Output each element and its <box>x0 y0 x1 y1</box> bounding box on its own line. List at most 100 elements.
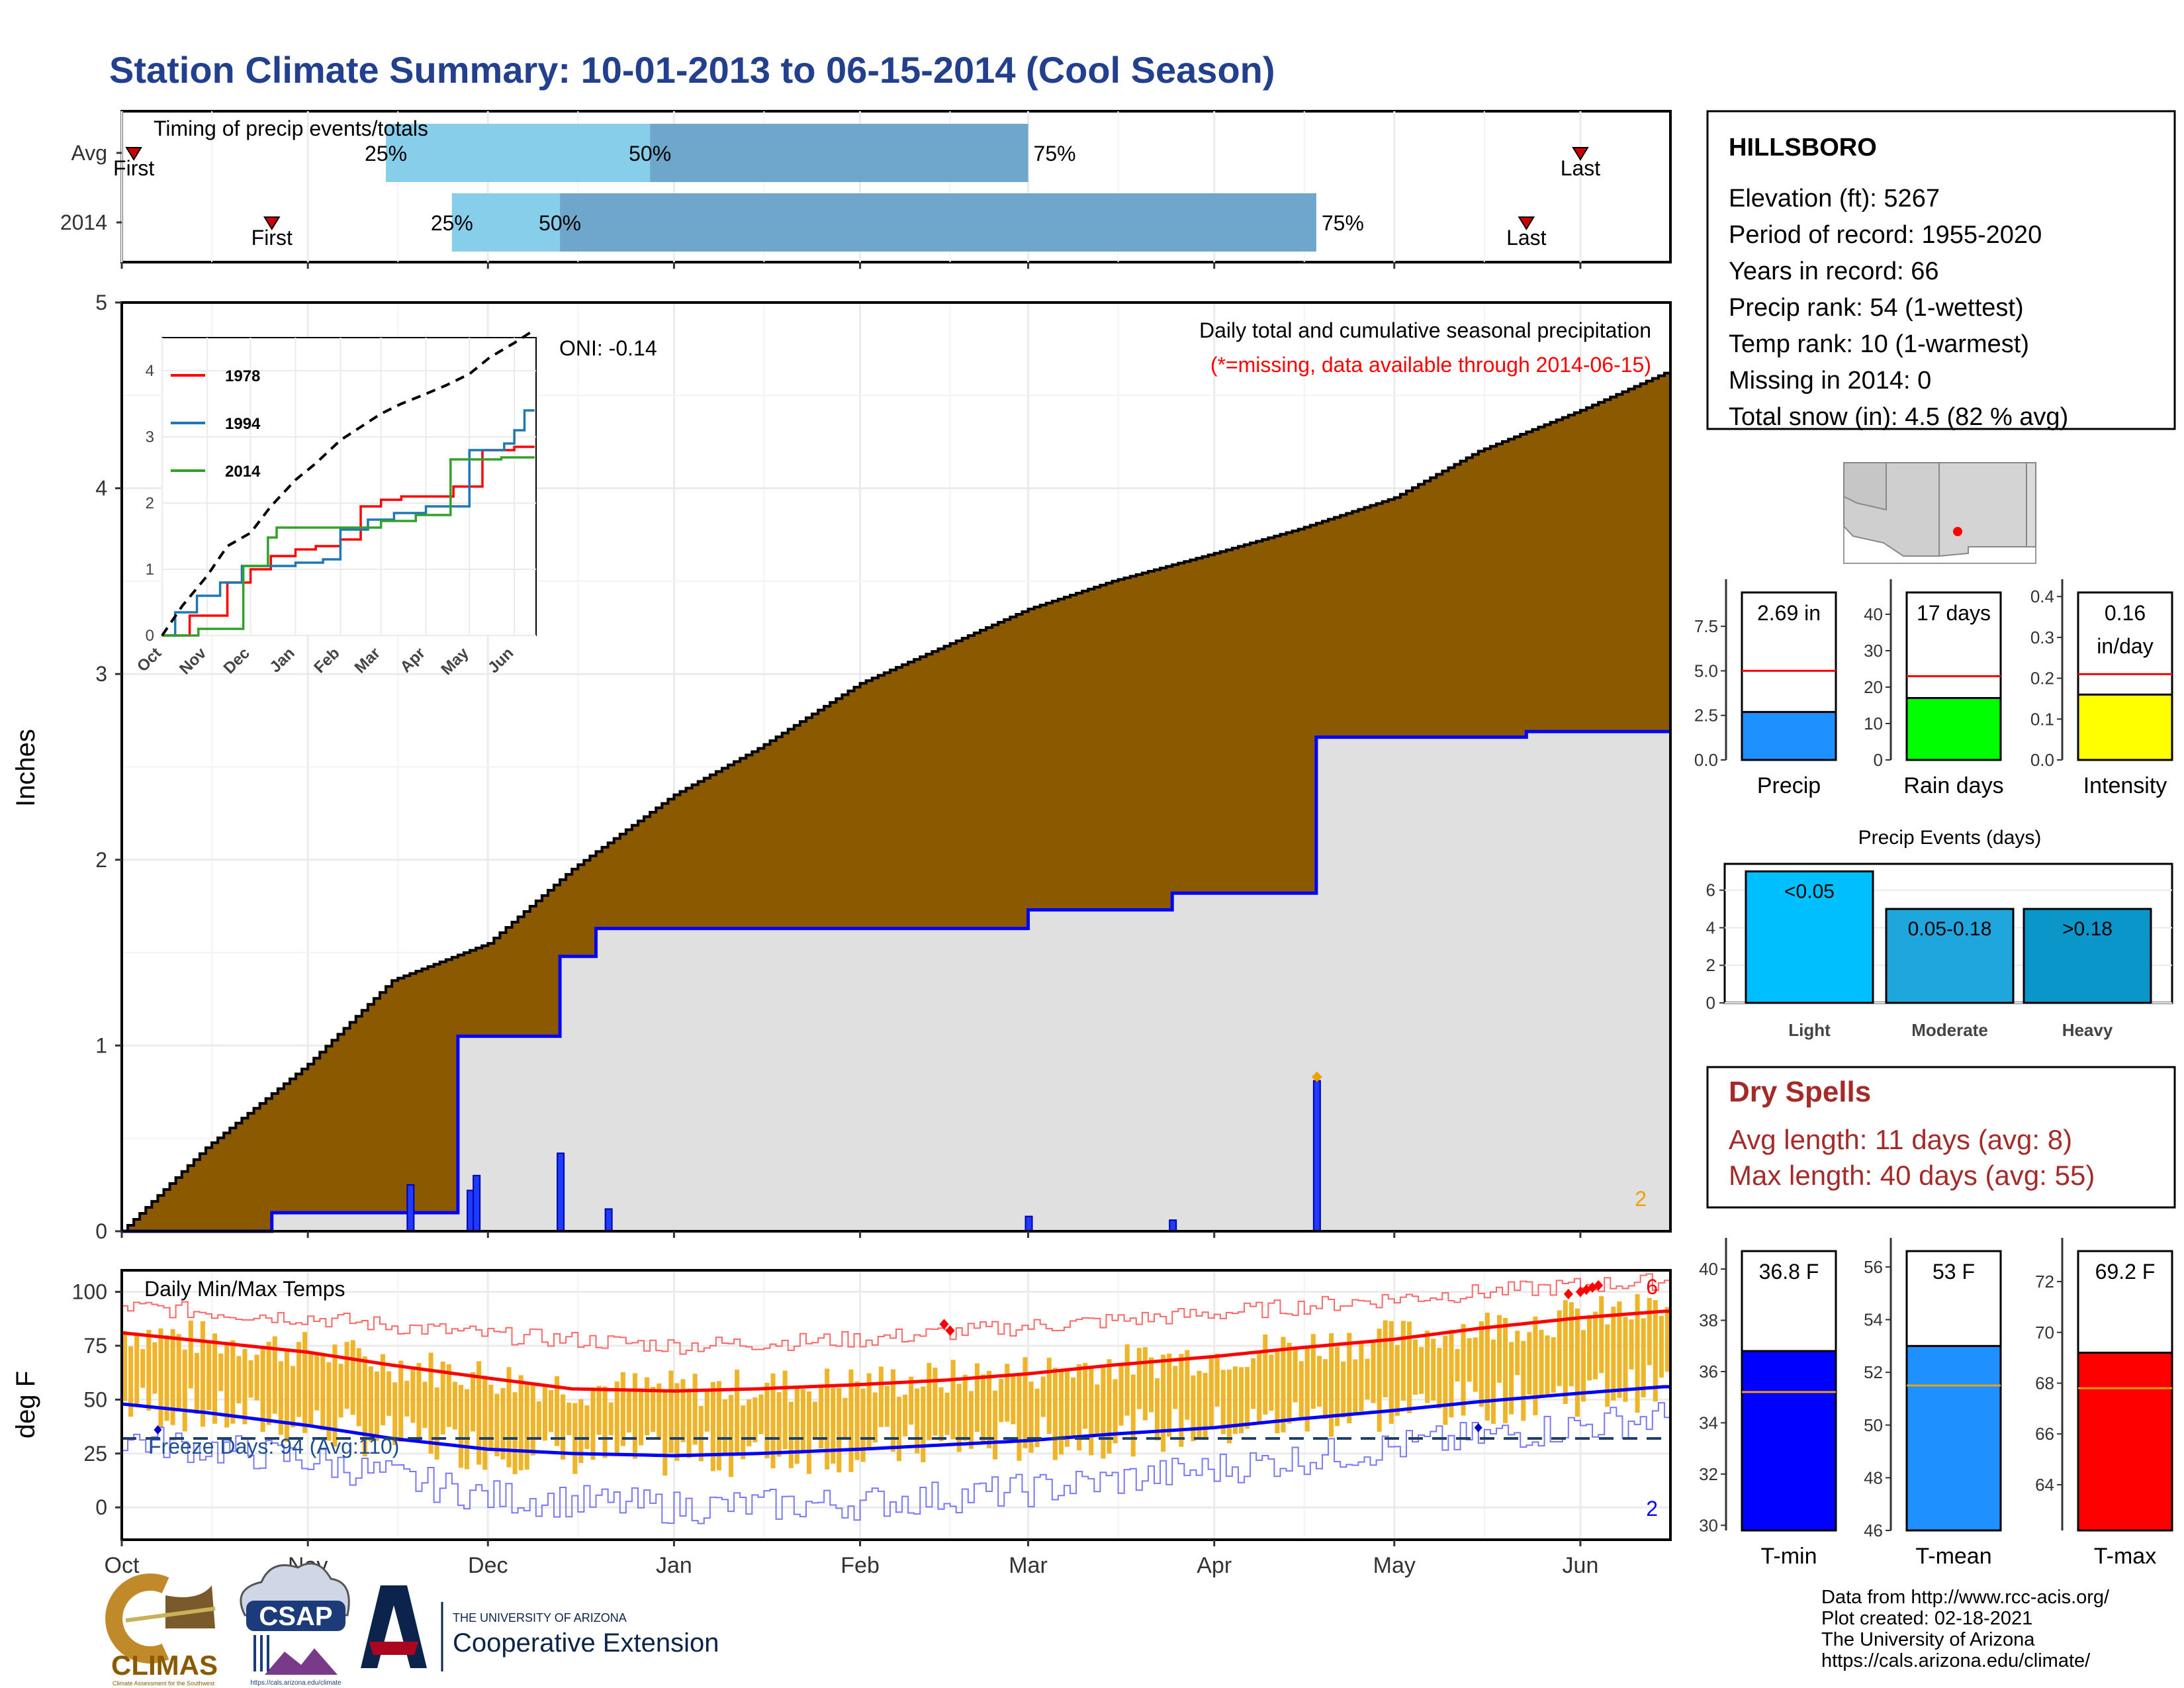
temp-day-bar <box>686 1388 692 1458</box>
record-high-count: 6 <box>1646 1275 1658 1299</box>
temp-record-marks <box>154 1280 1604 1434</box>
main-chart-title: Daily total and cumulative seasonal prec… <box>1199 318 1651 342</box>
temp-day-bar <box>729 1395 734 1477</box>
temp-day-bar <box>471 1372 476 1432</box>
summary-tick-label: 48 <box>1864 1468 1883 1487</box>
temp-day-bar <box>1257 1352 1262 1423</box>
events-tick-label: 6 <box>1706 880 1715 900</box>
temp-day-bar <box>1347 1333 1352 1424</box>
temp-day-bar <box>1245 1366 1250 1429</box>
temp-day-bar <box>1617 1301 1622 1398</box>
climas-logo: CLIMAS Climate Assessment for the Southw… <box>105 1573 218 1687</box>
temp-day-bar <box>602 1386 608 1458</box>
summary-value-label: 2.69 in <box>1757 601 1821 625</box>
summary-tick-label: 56 <box>1864 1257 1883 1277</box>
temp-day-bar <box>1533 1316 1538 1416</box>
temp-day-bar <box>548 1390 554 1432</box>
temp-day-bar <box>1269 1354 1274 1411</box>
summary-tick-label: 46 <box>1864 1521 1883 1540</box>
temp-day-bar <box>1629 1319 1634 1370</box>
temp-daily-bars <box>122 1294 1670 1477</box>
temp-day-bar <box>1155 1378 1160 1441</box>
temp-day-bar <box>764 1382 770 1458</box>
location-map <box>1843 462 2036 564</box>
temp-day-bar <box>1383 1320 1388 1397</box>
daily-precip-bar <box>1312 1080 1321 1232</box>
temp-day-bar <box>1089 1366 1094 1456</box>
temp-day-bar <box>680 1379 686 1442</box>
station-line: Temp rank: 10 (1-warmest) <box>1729 330 2029 358</box>
cumulative-2014-area <box>122 731 1670 1231</box>
summary-value-label: 36.8 F <box>1759 1260 1819 1284</box>
timing-first-marker <box>125 147 142 161</box>
temp-day-bar <box>1353 1359 1358 1415</box>
temp-day-bar <box>387 1371 392 1416</box>
temp-day-bar <box>1322 1359 1328 1419</box>
temp-day-bar <box>344 1342 349 1409</box>
temp-day-bar <box>944 1392 950 1435</box>
summary-bar-precip <box>1741 711 1837 761</box>
temp-day-bar <box>1664 1307 1670 1372</box>
summary-tick-label: 72 <box>2035 1272 2054 1291</box>
month-label-apr: Apr <box>1197 1553 1232 1578</box>
temp-y-tick-label: 25 <box>83 1442 107 1466</box>
temp-day-bar <box>1437 1348 1442 1409</box>
temp-day-bar <box>410 1367 416 1423</box>
station-line: Elevation (ft): 5267 <box>1729 185 1940 212</box>
temp-day-bar <box>909 1376 914 1425</box>
inset-legend-label: 2014 <box>225 463 261 481</box>
temp-day-bar <box>1034 1388 1040 1448</box>
summary-tick-label: 30 <box>1864 641 1883 661</box>
temp-day-bar <box>890 1369 895 1452</box>
summary-tick-label: 66 <box>2035 1424 2054 1444</box>
summary-tick-label: 34 <box>1699 1413 1718 1432</box>
temp-day-bar <box>1377 1329 1382 1432</box>
temp-day-bar <box>218 1353 224 1391</box>
temp-day-bar <box>416 1363 422 1443</box>
temp-day-bar <box>320 1354 326 1430</box>
temp-day-bar <box>1419 1346 1424 1394</box>
temp-day-bar <box>933 1368 938 1436</box>
temp-day-bar <box>884 1385 889 1427</box>
temp-day-bar <box>938 1387 944 1442</box>
record-high-marker <box>945 1325 955 1336</box>
summary-tick-label: 20 <box>1864 677 1883 697</box>
temp-day-bar <box>776 1392 782 1457</box>
temp-day-bar <box>374 1371 379 1441</box>
temp-day-bar <box>1173 1366 1178 1409</box>
timing-p75-label: 75% <box>1322 211 1364 235</box>
record-high-marker <box>939 1319 949 1330</box>
temp-day-bar <box>1142 1347 1148 1421</box>
page-title: Station Climate Summary: 10-01-2013 to 0… <box>109 49 1275 91</box>
temp-day-bar <box>1406 1321 1412 1413</box>
temp-day-bar <box>993 1390 998 1460</box>
temp-day-bar <box>1400 1321 1406 1401</box>
temp-day-bar <box>1413 1339 1418 1395</box>
temp-day-bar <box>1527 1332 1532 1395</box>
temp-day-bar <box>1023 1357 1028 1448</box>
climas-tagline: Climate Assessment for the Southwest <box>113 1680 215 1687</box>
summary-tick-label: 7.5 <box>1694 616 1718 636</box>
temp-day-bar <box>1443 1335 1448 1425</box>
station-line: Years in record: 66 <box>1729 258 1939 285</box>
temp-day-bar <box>477 1361 482 1465</box>
temp-day-bar <box>806 1391 812 1474</box>
temp-day-bar <box>813 1401 818 1440</box>
temp-day-bar <box>1214 1353 1220 1407</box>
temp-day-bar <box>1394 1344 1400 1416</box>
events-tick-label: 4 <box>1706 917 1715 937</box>
temp-day-bar <box>1052 1368 1058 1460</box>
timing-bars: 25% 50% 75% First Last 25% 50% 75% First Last <box>113 124 1600 269</box>
temp-day-bar <box>332 1344 338 1447</box>
temp-day-bar <box>428 1352 433 1454</box>
temp-day-bar <box>1503 1318 1508 1423</box>
temp-day-bar <box>140 1348 146 1388</box>
temp-day-bar <box>561 1394 566 1460</box>
temp-day-bar <box>1113 1379 1118 1444</box>
temp-day-bar <box>1490 1339 1496 1424</box>
precip-events-title: Precip Events (days) <box>1858 827 2042 849</box>
temp-day-bar <box>452 1382 457 1430</box>
temp-day-bar <box>1040 1376 1046 1417</box>
